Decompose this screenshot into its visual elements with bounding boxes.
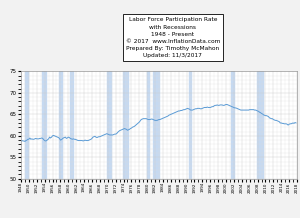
Bar xyxy=(189,72,191,179)
Bar xyxy=(42,72,46,179)
Bar xyxy=(257,72,263,179)
Bar xyxy=(107,72,111,179)
Bar xyxy=(147,72,149,179)
Bar xyxy=(70,72,73,179)
Bar xyxy=(153,72,159,179)
Bar xyxy=(123,72,128,179)
Text: Labor Force Participation Rate
with Recessions
1948 - Present
© 2017  www.Inflat: Labor Force Participation Rate with Rece… xyxy=(126,17,220,58)
Bar xyxy=(231,72,234,179)
Bar xyxy=(59,72,62,179)
Bar xyxy=(25,72,28,179)
